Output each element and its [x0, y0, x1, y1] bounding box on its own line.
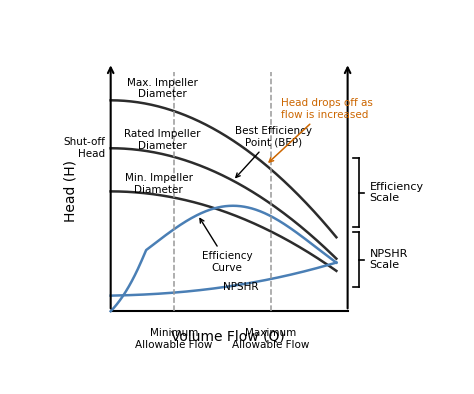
Text: Maximum
Allowable Flow: Maximum Allowable Flow: [232, 328, 309, 349]
Text: Best Efficiency
Point (BEP): Best Efficiency Point (BEP): [235, 126, 312, 177]
Text: Minimum
Allowable Flow: Minimum Allowable Flow: [136, 328, 213, 349]
Text: Head drops off as
flow is increased: Head drops off as flow is increased: [269, 98, 373, 162]
Text: Head (H): Head (H): [63, 160, 77, 222]
Text: Min. Impeller
Diameter: Min. Impeller Diameter: [125, 173, 193, 195]
Text: Rated Impeller
Diameter: Rated Impeller Diameter: [124, 129, 201, 151]
Text: NPSHR: NPSHR: [223, 282, 259, 292]
Text: Efficiency
Scale: Efficiency Scale: [370, 182, 424, 203]
Text: Volume Flow (Q): Volume Flow (Q): [172, 329, 285, 343]
Text: Efficiency
Curve: Efficiency Curve: [200, 219, 252, 273]
Text: Max. Impeller
Diameter: Max. Impeller Diameter: [127, 78, 198, 99]
Text: NPSHR
Scale: NPSHR Scale: [370, 249, 408, 271]
Text: Shut-off
Head: Shut-off Head: [64, 138, 105, 159]
